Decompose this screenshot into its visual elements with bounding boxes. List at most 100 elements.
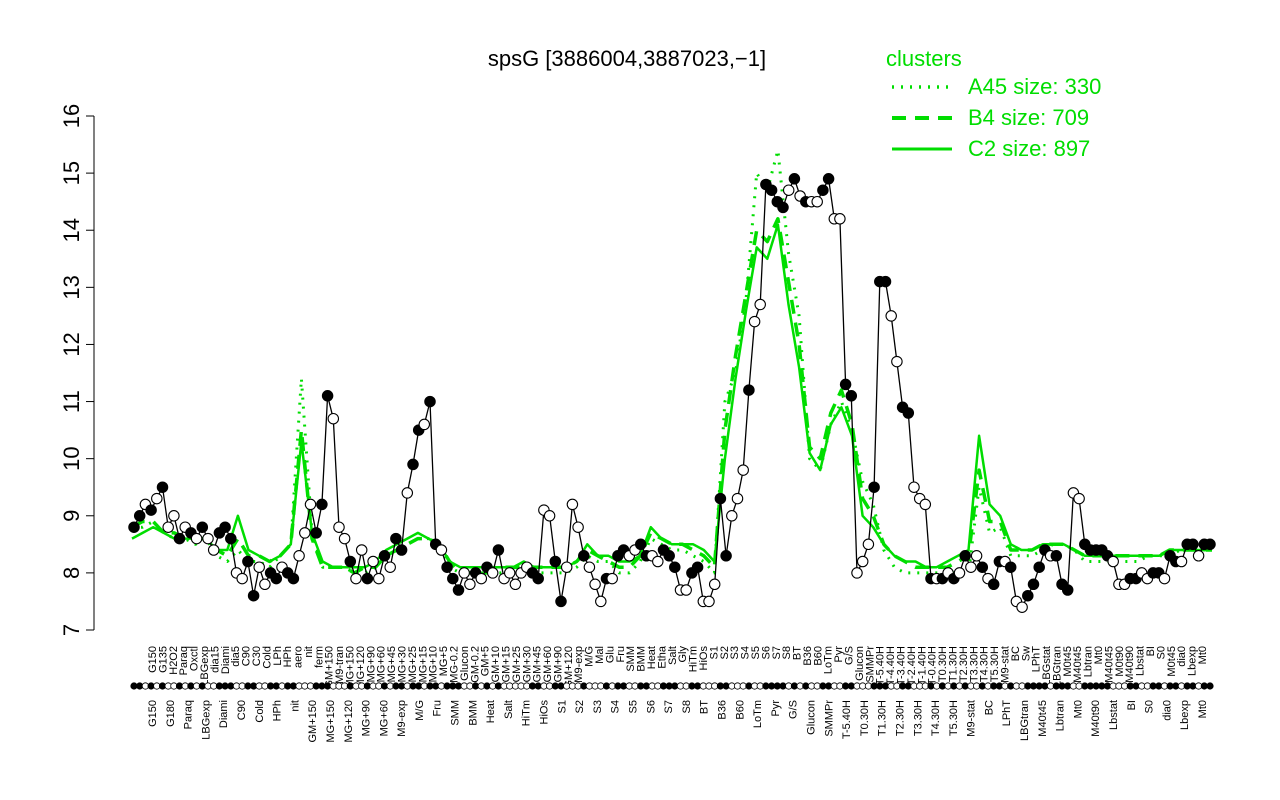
x-tick-label: T2.30H bbox=[958, 646, 970, 682]
x-tick-label: S8 bbox=[781, 646, 793, 659]
data-point-open bbox=[891, 355, 903, 368]
data-point-filled bbox=[822, 173, 835, 185]
x-tick-label: GM+10 bbox=[490, 646, 502, 682]
data-point-open bbox=[327, 412, 340, 425]
x-tick-label: SMM bbox=[625, 646, 637, 672]
x-tick-label: B36 bbox=[802, 646, 814, 666]
data-point-filled bbox=[145, 504, 157, 516]
x-tick-label: S4 bbox=[610, 700, 622, 713]
data-point-filled bbox=[691, 561, 704, 573]
legend-label: C2 size: 897 bbox=[968, 136, 1090, 161]
x-tick-label: Pyr bbox=[770, 700, 782, 717]
rug-marker-filled bbox=[1206, 682, 1214, 690]
data-point-open bbox=[299, 527, 311, 539]
x-tick-label: Cold bbox=[254, 700, 266, 723]
x-tick-label: M9-tran bbox=[334, 646, 346, 684]
x-tick-label: M40t45 bbox=[1072, 646, 1084, 683]
x-tick-label: M9-stat bbox=[1000, 646, 1012, 683]
x-tick-label: B60 bbox=[734, 700, 746, 720]
y-tick-label: 12 bbox=[59, 332, 84, 356]
x-tick-label: S4 bbox=[740, 646, 752, 659]
data-point-open bbox=[703, 595, 715, 608]
x-tick-label: MG+45 bbox=[386, 646, 398, 682]
x-tick-label: BT bbox=[699, 700, 711, 714]
x-tick-label: T5.30H bbox=[989, 646, 1001, 682]
x-tick-label: Gly bbox=[677, 646, 689, 663]
x-tick-label: T4.30H bbox=[979, 646, 991, 682]
x-tick-label: G135 bbox=[157, 646, 169, 673]
data-point-open bbox=[486, 567, 499, 579]
x-tick-label: Lbstat bbox=[1135, 646, 1147, 676]
x-tick-label: LPhT bbox=[1031, 646, 1043, 673]
data-point-filled bbox=[669, 561, 681, 573]
x-tick-label: dia15 bbox=[209, 646, 221, 673]
x-tick-label: T0.30H bbox=[859, 700, 871, 736]
data-point-open bbox=[190, 532, 203, 545]
x-tick-label: G150 bbox=[147, 700, 159, 727]
x-tick-label: BMM bbox=[636, 646, 648, 672]
x-tick-label: GM+150 bbox=[324, 646, 336, 689]
x-tick-label: MG+120 bbox=[355, 646, 367, 689]
x-tick-label: T-3.40H bbox=[896, 646, 908, 685]
x-tick-label: GM+90 bbox=[552, 646, 564, 682]
data-point-open bbox=[259, 578, 271, 591]
x-tick-label: GM+5 bbox=[480, 646, 492, 676]
x-tick-label: MG-0.2 bbox=[449, 646, 461, 683]
data-point-open bbox=[207, 544, 220, 556]
data-point-filled bbox=[133, 510, 146, 522]
x-tick-label: BC bbox=[1010, 646, 1022, 661]
data-point-open bbox=[304, 498, 317, 511]
x-tick-label: M0t45 bbox=[1062, 646, 1074, 677]
data-point-filled bbox=[879, 275, 892, 288]
data-point-filled bbox=[441, 561, 453, 573]
x-tick-label: Mt0 bbox=[1072, 700, 1084, 718]
data-point-open bbox=[606, 572, 618, 585]
data-point-filled bbox=[902, 407, 915, 419]
data-point-filled bbox=[663, 550, 675, 562]
data-point-open bbox=[953, 567, 966, 579]
data-point-filled bbox=[378, 550, 391, 562]
x-tick-label: M0t90 bbox=[1114, 646, 1126, 677]
y-tick-label: 16 bbox=[59, 104, 84, 128]
data-point-open bbox=[543, 510, 556, 522]
x-tick-label: T2.30H bbox=[895, 700, 907, 736]
x-tick-label: GM+120 bbox=[563, 646, 575, 689]
x-tick-label: G/S bbox=[788, 700, 800, 719]
data-point-open bbox=[754, 298, 766, 311]
data-point-filled bbox=[452, 584, 465, 596]
data-point-filled bbox=[1050, 550, 1063, 562]
data-point-open bbox=[595, 595, 607, 608]
x-tick-label: T1.30H bbox=[877, 700, 889, 736]
x-tick-label: T-5.40H bbox=[875, 646, 887, 685]
data-point-filled bbox=[424, 395, 436, 408]
x-tick-label: S1 bbox=[708, 646, 720, 659]
x-tick-label: LoTm bbox=[752, 700, 764, 728]
x-tick-label: T-5.40H bbox=[841, 700, 853, 739]
x-tick-label: M9-stat bbox=[966, 700, 978, 737]
data-point-open bbox=[1192, 550, 1205, 562]
x-tick-label: Etha bbox=[656, 645, 668, 669]
x-tick-label: Cold bbox=[261, 646, 273, 669]
data-point-filled bbox=[390, 532, 402, 545]
data-point-filled bbox=[720, 550, 732, 562]
x-tick-label: MG+150 bbox=[325, 700, 337, 743]
x-tick-label: dia0 bbox=[1161, 700, 1173, 721]
data-point-filled bbox=[447, 572, 459, 585]
data-point-filled bbox=[976, 561, 989, 573]
x-tick-label: Glucon bbox=[806, 700, 818, 735]
data-point-filled bbox=[395, 544, 408, 556]
data-point-open bbox=[919, 498, 932, 511]
x-tick-label: S2 bbox=[574, 700, 586, 713]
x-tick-label: S7 bbox=[771, 646, 783, 659]
data-point-open bbox=[748, 315, 761, 328]
x-tick-label: B36 bbox=[717, 700, 729, 720]
legend-title: clusters bbox=[886, 46, 962, 71]
data-point-open bbox=[1107, 555, 1119, 568]
legend-label: A45 size: 330 bbox=[968, 74, 1101, 99]
x-tick-label: Diami bbox=[220, 646, 232, 674]
x-tick-label: SMM bbox=[450, 700, 462, 726]
x-tick-label: Paraq bbox=[178, 646, 190, 675]
x-tick-label: H2O2 bbox=[168, 646, 180, 675]
x-tick-label: MG+15 bbox=[417, 646, 429, 682]
